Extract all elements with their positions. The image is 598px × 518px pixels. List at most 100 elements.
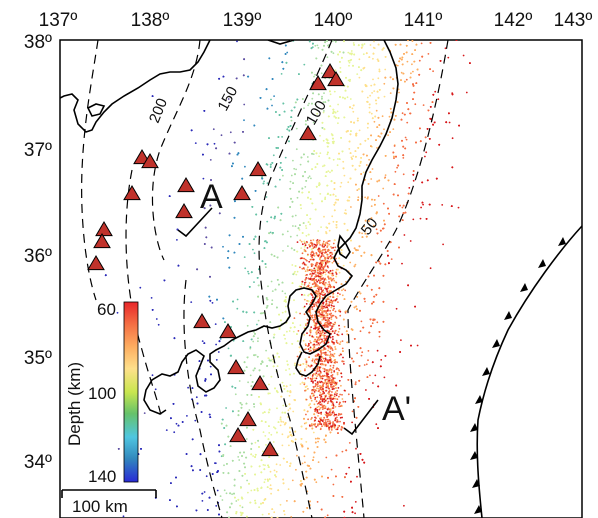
hypocenter-dot	[222, 317, 225, 320]
hypocenter-dot	[247, 270, 249, 273]
hypocenter-dot	[389, 76, 392, 79]
hypocenter-dot	[288, 368, 291, 370]
hypocenter-dot	[228, 266, 231, 269]
hypocenter-dot	[215, 343, 218, 346]
hypocenter-dot	[401, 262, 403, 265]
hypocenter-dot	[421, 181, 424, 184]
hypocenter-dot	[268, 359, 271, 362]
hypocenter-dot	[247, 381, 250, 384]
hypocenter-dot	[388, 212, 390, 215]
hypocenter-dot	[465, 91, 468, 94]
hypocenter-dot	[358, 290, 361, 293]
hypocenter-dot	[377, 427, 379, 429]
hypocenter-dot	[298, 190, 300, 193]
hypocenter-dot	[376, 90, 379, 93]
hypocenter-dot	[299, 383, 302, 385]
hypocenter-dot	[313, 75, 315, 78]
hypocenter-dot	[396, 166, 398, 169]
hypocenter-dot	[340, 283, 343, 285]
hypocenter-dot	[283, 423, 286, 426]
hypocenter-dot	[264, 478, 267, 481]
hypocenter-dot	[370, 112, 373, 115]
hypocenter-dot	[282, 67, 285, 70]
hypocenter-dot	[265, 306, 268, 309]
hypocenter-dot	[296, 454, 298, 457]
hypocenter-dot	[339, 67, 342, 69]
hypocenter-dot	[284, 53, 287, 55]
hypocenter-dot	[312, 153, 315, 156]
hypocenter-dot	[295, 168, 297, 171]
hypocenter-dot	[290, 440, 293, 442]
hypocenter-dot	[354, 381, 357, 383]
hypocenter-dot	[351, 158, 353, 160]
hypocenter-dot	[311, 202, 314, 205]
hypocenter-dot	[279, 418, 282, 421]
hypocenter-dot	[283, 510, 285, 512]
hypocenter-dot	[191, 387, 194, 389]
hypocenter-dot	[273, 95, 275, 97]
hypocenter-dot	[211, 302, 214, 304]
hypocenter-dot	[294, 362, 296, 365]
hypocenter-dot	[312, 92, 314, 95]
hypocenter-dot	[231, 165, 233, 168]
hypocenter-dot	[253, 405, 256, 408]
hypocenter-dot	[382, 320, 385, 323]
hypocenter-dot	[275, 470, 278, 473]
hypocenter-dot	[334, 348, 337, 350]
hypocenter-dot	[196, 402, 199, 405]
hypocenter-dot	[377, 43, 380, 46]
hypocenter-dot	[332, 137, 334, 140]
hypocenter-dot	[378, 335, 381, 338]
hypocenter-dot	[316, 501, 319, 503]
hypocenter-dot	[356, 73, 359, 75]
hypocenter-dot	[395, 155, 397, 158]
hypocenter-dot	[394, 115, 397, 117]
hypocenter-dot	[400, 79, 402, 81]
hypocenter-dot	[332, 483, 335, 486]
hypocenter-dot	[253, 331, 255, 333]
hypocenter-dot	[327, 99, 330, 102]
hypocenter-dot	[289, 235, 292, 238]
hypocenter-dot	[258, 506, 260, 509]
hypocenter-dot	[231, 459, 234, 462]
hypocenter-dot	[305, 470, 308, 473]
hypocenter-dot	[317, 440, 319, 443]
hypocenter-dot	[173, 431, 176, 434]
hypocenter-dot	[332, 220, 335, 223]
hypocenter-dot	[227, 250, 230, 253]
hypocenter-dot	[424, 155, 426, 158]
hypocenter-dot	[362, 171, 365, 174]
hypocenter-dot	[337, 53, 339, 56]
hypocenter-dot	[370, 134, 372, 137]
hypocenter-dot	[286, 360, 288, 363]
hypocenter-dot	[386, 250, 389, 252]
hypocenter-dot	[307, 300, 310, 303]
hypocenter-dot	[384, 68, 387, 71]
hypocenter-dot	[256, 487, 259, 490]
hypocenter-dot	[203, 207, 206, 210]
hypocenter-dot	[361, 90, 364, 93]
hypocenter-dot	[376, 58, 379, 61]
hypocenter-dot	[257, 337, 259, 340]
hypocenter-dot	[398, 91, 400, 94]
hypocenter-dot	[252, 335, 255, 338]
hypocenter-dot	[173, 337, 176, 340]
hypocenter-dot	[377, 77, 380, 80]
hypocenter-dot	[274, 215, 276, 218]
hypocenter-dot	[317, 415, 319, 417]
hypocenter-dot	[270, 375, 273, 378]
hypocenter-dot	[265, 163, 268, 166]
hypocenter-dot	[409, 76, 412, 79]
hypocenter-dot	[398, 246, 400, 249]
hypocenter-dot	[284, 337, 286, 340]
hypocenter-dot	[271, 303, 273, 305]
hypocenter-dot	[373, 120, 376, 123]
hypocenter-dot	[326, 56, 329, 59]
hypocenter-dot	[317, 93, 320, 96]
hypocenter-dot	[154, 388, 157, 391]
hypocenter-dot	[349, 98, 352, 100]
hypocenter-dot	[357, 196, 360, 199]
hypocenter-dot	[267, 480, 269, 482]
hypocenter-dot	[373, 274, 375, 277]
hypocenter-dot	[315, 185, 318, 188]
